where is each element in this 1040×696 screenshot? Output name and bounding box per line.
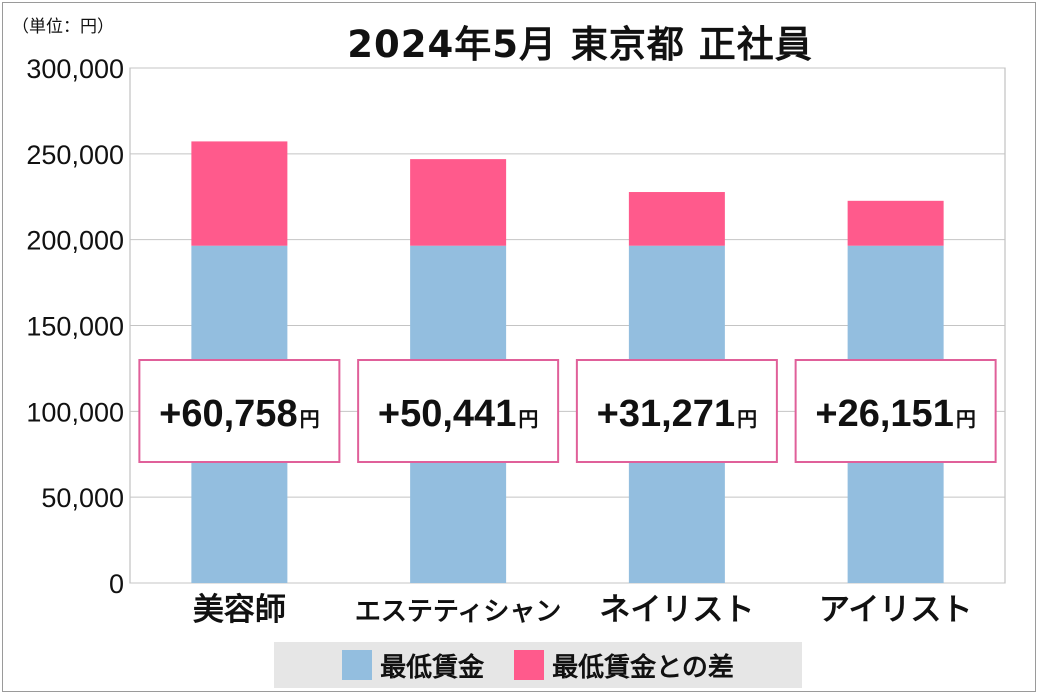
y-tick-label: 150,000 xyxy=(26,312,124,342)
difference-box-border xyxy=(357,359,560,463)
x-category-label: ネイリスト xyxy=(599,592,754,628)
y-tick-label: 100,000 xyxy=(26,397,124,427)
difference-unit: 円 xyxy=(737,409,757,431)
legend-label-difference: 最低賃金との差 xyxy=(552,652,734,683)
difference-box-border xyxy=(138,359,341,463)
difference-unit: 円 xyxy=(518,409,538,431)
legend: 最低賃金 最低賃金との差 xyxy=(274,642,802,688)
difference-amount: +60,758 xyxy=(159,393,297,435)
difference-unit: 円 xyxy=(956,409,976,431)
difference-label-box: +26,151 円 xyxy=(794,359,997,463)
difference-label: +50,441 円 xyxy=(378,393,538,435)
bar-difference xyxy=(847,200,944,246)
bar-difference xyxy=(191,141,288,246)
unit-label: （単位：円） xyxy=(12,17,114,37)
x-category-label: エステティシャン xyxy=(355,597,561,627)
bar-difference xyxy=(628,192,725,246)
y-tick-label: 200,000 xyxy=(26,226,124,256)
legend-swatch-minimum-wage xyxy=(342,650,373,680)
difference-label: +26,151 円 xyxy=(815,393,975,435)
difference-label-box: +50,441 円 xyxy=(357,359,560,463)
difference-label: +60,758 円 xyxy=(159,393,319,435)
y-tick-label: 50,000 xyxy=(41,483,124,513)
difference-label-box: +31,271 円 xyxy=(575,359,778,463)
legend-swatch-difference xyxy=(514,650,545,680)
x-category-label: アイリスト xyxy=(819,592,972,628)
legend-label-minimum-wage: 最低賃金 xyxy=(380,652,485,683)
difference-amount: +50,441 xyxy=(378,393,516,435)
legend-item-minimum-wage: 最低賃金 xyxy=(342,647,484,684)
y-tick-label: 250,000 xyxy=(26,140,124,170)
chart-title: 2024年5月 東京都 正社員 xyxy=(347,23,813,66)
difference-box-border xyxy=(575,359,778,463)
legend-item-difference: 最低賃金との差 xyxy=(514,647,734,684)
difference-unit: 円 xyxy=(300,409,320,431)
y-tick-label: 0 xyxy=(109,569,124,599)
y-tick-label: 300,000 xyxy=(26,54,124,84)
difference-label-box: +60,758 円 xyxy=(138,359,341,463)
difference-box-border xyxy=(794,359,997,463)
difference-amount: +26,151 xyxy=(815,393,953,435)
x-category-label: 美容師 xyxy=(193,592,286,628)
bar-difference xyxy=(410,159,507,246)
difference-label: +31,271 円 xyxy=(597,393,757,435)
difference-amount: +31,271 xyxy=(597,393,735,435)
